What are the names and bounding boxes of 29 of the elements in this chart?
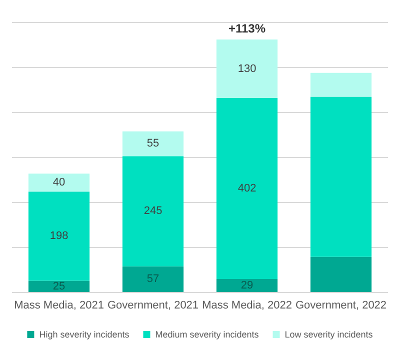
bar <box>216 278 278 292</box>
bar <box>122 156 184 266</box>
legend-label: High severity incidents <box>39 330 130 340</box>
x-tick-label: Mass Media, 2021 <box>14 300 104 312</box>
data-label: 57 <box>146 273 160 286</box>
data-label: 245 <box>144 205 162 218</box>
data-label: 130 <box>238 62 256 75</box>
data-label: 29 <box>240 279 254 292</box>
bar <box>28 174 90 192</box>
x-tick-label: Government, 2021 <box>107 300 199 312</box>
bar <box>28 280 90 292</box>
data-label: 55 <box>146 138 160 150</box>
bar <box>122 266 184 292</box>
bar <box>28 192 90 281</box>
legend-label: Low severity incidents <box>284 330 374 340</box>
data-label: 198 <box>50 230 68 242</box>
annotation: +113% <box>228 22 266 36</box>
data-label: 402 <box>238 182 256 194</box>
data-label: 25 <box>52 280 66 292</box>
bar <box>216 98 278 279</box>
bar <box>122 131 184 156</box>
x-tick-label: Government, 2022 <box>295 300 387 312</box>
bar <box>216 40 278 98</box>
bar <box>310 256 372 292</box>
data-label: 40 <box>52 176 66 189</box>
x-tick-label: Mass Media, 2022 <box>202 300 292 312</box>
bar <box>310 96 372 257</box>
bar <box>310 72 372 97</box>
legend-label: Medium severity incidents <box>155 330 260 340</box>
